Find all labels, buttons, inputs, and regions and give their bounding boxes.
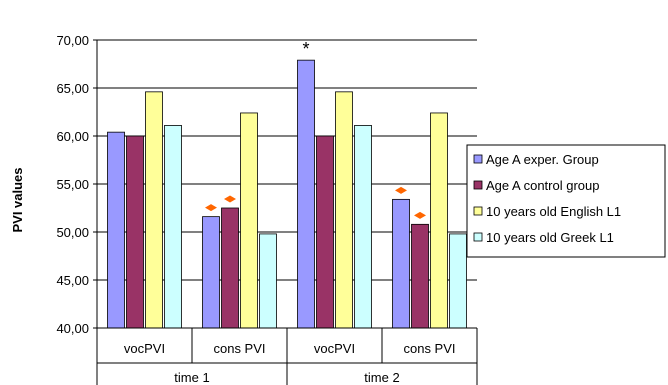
y-tick-label: 70,00 [56, 33, 89, 48]
bar [316, 135, 334, 329]
bar [221, 207, 239, 329]
bar [392, 198, 410, 329]
annotations: * [205, 39, 426, 219]
y-tick-label: 50,00 [56, 225, 89, 240]
bar [335, 91, 353, 329]
bar [240, 112, 258, 329]
legend-swatch [473, 180, 483, 190]
bar [107, 131, 125, 329]
legend-label: 10 years old Greek L1 [486, 230, 614, 245]
diamond-marker [224, 195, 236, 203]
legend-label: Age A exper. Group [486, 152, 599, 167]
group-label: time 2 [364, 370, 399, 385]
bar [297, 59, 315, 329]
bar [164, 125, 182, 329]
diamond-marker [205, 204, 217, 212]
significance-asterisk: * [302, 39, 309, 59]
legend-swatch [473, 154, 483, 164]
bar [430, 112, 448, 329]
diamond-marker [395, 186, 407, 194]
category-label: cons PVI [403, 341, 455, 356]
legend-label: 10 years old English L1 [486, 204, 621, 219]
y-tick-label: 60,00 [56, 129, 89, 144]
bar [202, 216, 220, 329]
category-label: cons PVI [213, 341, 265, 356]
category-label: vocPVI [124, 341, 165, 356]
category-label: vocPVI [314, 341, 355, 356]
legend: Age A exper. Group Age A control group 10 … [466, 144, 666, 258]
bar [126, 135, 144, 329]
legend-box [466, 144, 666, 258]
y-tick-label: 40,00 [56, 321, 89, 336]
diamond-marker [414, 211, 426, 219]
bars [107, 59, 467, 329]
y-tick-labels: 40,00 45,00 50,00 55,00 60,00 65,00 70,00 [56, 33, 89, 336]
category-labels: vocPVI cons PVI vocPVI cons PVI time 1 time 2 [124, 341, 456, 385]
group-label: time 1 [174, 370, 209, 385]
y-axis-label: PVI values [10, 167, 25, 232]
axes [96, 40, 478, 385]
bar [259, 233, 277, 329]
y-tick-label: 65,00 [56, 81, 89, 96]
bar [449, 233, 467, 329]
y-tick-label: 55,00 [56, 177, 89, 192]
legend-swatch [473, 232, 483, 242]
legend-label: Age A control group [486, 178, 599, 193]
legend-swatch [473, 206, 483, 216]
bar [145, 91, 163, 329]
bar [411, 223, 429, 329]
bar [354, 125, 372, 329]
y-tick-label: 45,00 [56, 273, 89, 288]
